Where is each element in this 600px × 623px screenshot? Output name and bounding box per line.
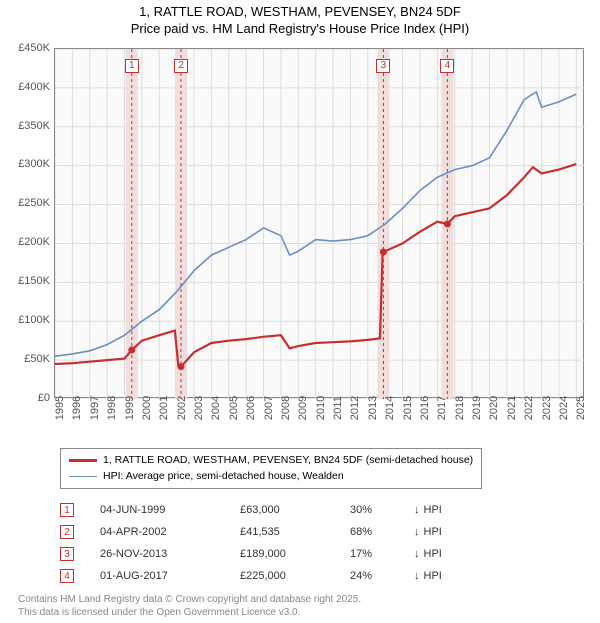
y-tick-label: £300K bbox=[18, 158, 50, 170]
legend-label: 1, RATTLE ROAD, WESTHAM, PEVENSEY, BN24 … bbox=[103, 453, 473, 469]
transactions-table: 1 04-JUN-1999£63,00030% ↓ HPI 2 04-APR-2002£4… bbox=[60, 499, 596, 587]
transaction-price: £225,000 bbox=[240, 570, 350, 582]
transaction-date: 01-AUG-2017 bbox=[100, 570, 240, 582]
x-tick-label: 2012 bbox=[349, 396, 361, 420]
transaction-date: 26-NOV-2013 bbox=[100, 548, 240, 560]
chart-marker: 1 bbox=[125, 59, 139, 73]
y-tick-label: £0 bbox=[38, 392, 50, 404]
down-arrow-icon: ↓ bbox=[414, 548, 420, 560]
transaction-ref: HPI bbox=[424, 570, 442, 582]
transaction-price: £189,000 bbox=[240, 548, 350, 560]
x-tick-label: 2009 bbox=[297, 396, 309, 420]
legend-item: 1, RATTLE ROAD, WESTHAM, PEVENSEY, BN24 … bbox=[69, 453, 473, 469]
x-tick-label: 2014 bbox=[384, 396, 396, 420]
y-tick-label: £250K bbox=[18, 197, 50, 209]
x-tick-label: 2020 bbox=[488, 396, 500, 420]
x-tick-label: 2004 bbox=[210, 396, 222, 420]
x-tick-label: 2002 bbox=[176, 396, 188, 420]
transaction-row: 2 04-APR-2002£41,53568% ↓ HPI bbox=[60, 521, 596, 543]
legend: 1, RATTLE ROAD, WESTHAM, PEVENSEY, BN24 … bbox=[60, 448, 482, 490]
x-tick-label: 2007 bbox=[263, 396, 275, 420]
transaction-marker: 2 bbox=[60, 525, 74, 539]
y-tick-label: £400K bbox=[18, 81, 50, 93]
transaction-row: 4 01-AUG-2017£225,00024% ↓ HPI bbox=[60, 565, 596, 587]
chart-marker: 3 bbox=[376, 59, 390, 73]
legend-item: HPI: Average price, semi-detached house,… bbox=[69, 469, 473, 485]
chart-title: 1, RATTLE ROAD, WESTHAM, PEVENSEY, BN24 … bbox=[4, 4, 596, 38]
transaction-marker: 1 bbox=[60, 503, 74, 517]
transaction-price: £41,535 bbox=[240, 526, 350, 538]
x-tick-label: 2003 bbox=[193, 396, 205, 420]
title-line-2: Price paid vs. HM Land Registry's House … bbox=[131, 21, 469, 36]
title-line-1: 1, RATTLE ROAD, WESTHAM, PEVENSEY, BN24 … bbox=[139, 4, 461, 19]
x-tick-label: 2001 bbox=[158, 396, 170, 420]
transaction-percent: 24% bbox=[350, 570, 410, 582]
x-tick-label: 2011 bbox=[332, 396, 344, 420]
transaction-date: 04-JUN-1999 bbox=[100, 504, 240, 516]
chart-marker: 4 bbox=[440, 59, 454, 73]
x-tick-label: 2006 bbox=[245, 396, 257, 420]
transaction-percent: 68% bbox=[350, 526, 410, 538]
x-tick-label: 2019 bbox=[471, 396, 483, 420]
footer-line-2: This data is licensed under the Open Gov… bbox=[18, 607, 300, 618]
x-tick-label: 2017 bbox=[436, 396, 448, 420]
transaction-marker: 4 bbox=[60, 569, 74, 583]
x-tick-label: 2023 bbox=[541, 396, 553, 420]
footer-line-1: Contains HM Land Registry data © Crown c… bbox=[18, 594, 361, 605]
x-tick-label: 2008 bbox=[280, 396, 292, 420]
y-tick-label: £200K bbox=[18, 236, 50, 248]
legend-label: HPI: Average price, semi-detached house,… bbox=[103, 469, 344, 485]
x-tick-label: 2005 bbox=[228, 396, 240, 420]
footer: Contains HM Land Registry data © Crown c… bbox=[18, 593, 596, 619]
x-tick-label: 2022 bbox=[523, 396, 535, 420]
chart-container: 1, RATTLE ROAD, WESTHAM, PEVENSEY, BN24 … bbox=[0, 0, 600, 623]
x-tick-label: 2021 bbox=[506, 396, 518, 420]
y-tick-label: £350K bbox=[18, 120, 50, 132]
x-axis: 1995199619971998199920002001200220032004… bbox=[54, 400, 584, 440]
x-tick-label: 2018 bbox=[454, 396, 466, 420]
x-tick-label: 2025 bbox=[575, 396, 587, 420]
down-arrow-icon: ↓ bbox=[414, 526, 420, 538]
x-tick-label: 1998 bbox=[106, 396, 118, 420]
chart-marker: 2 bbox=[174, 59, 188, 73]
x-tick-label: 2010 bbox=[315, 396, 327, 420]
y-tick-label: £450K bbox=[18, 42, 50, 54]
transaction-row: 1 04-JUN-1999£63,00030% ↓ HPI bbox=[60, 499, 596, 521]
transaction-ref: HPI bbox=[424, 504, 442, 516]
x-tick-label: 1997 bbox=[89, 396, 101, 420]
y-tick-label: £50K bbox=[24, 353, 50, 365]
x-tick-label: 2024 bbox=[558, 396, 570, 420]
plot-area: 1 2 3 4 bbox=[54, 48, 584, 398]
x-tick-label: 2013 bbox=[367, 396, 379, 420]
x-tick-label: 1995 bbox=[54, 396, 66, 420]
transaction-ref: HPI bbox=[424, 526, 442, 538]
chart-area: £0 £50K £100K £150K £200K £250K £300K £350K £400… bbox=[4, 40, 596, 440]
x-tick-label: 2016 bbox=[419, 396, 431, 420]
transaction-date: 04-APR-2002 bbox=[100, 526, 240, 538]
transaction-price: £63,000 bbox=[240, 504, 350, 516]
y-tick-label: £150K bbox=[18, 275, 50, 287]
y-axis: £0£50K£100K£150K£200K£250K£300K£350K£400… bbox=[4, 48, 52, 398]
x-tick-label: 2015 bbox=[402, 396, 414, 420]
transaction-percent: 17% bbox=[350, 548, 410, 560]
transaction-marker: 3 bbox=[60, 547, 74, 561]
x-tick-label: 1996 bbox=[71, 396, 83, 420]
x-tick-label: 2000 bbox=[141, 396, 153, 420]
transaction-row: 3 26-NOV-2013£189,00017% ↓ HPI bbox=[60, 543, 596, 565]
y-tick-label: £100K bbox=[18, 314, 50, 326]
transaction-percent: 30% bbox=[350, 504, 410, 516]
x-tick-label: 1999 bbox=[124, 396, 136, 420]
down-arrow-icon: ↓ bbox=[414, 570, 420, 582]
down-arrow-icon: ↓ bbox=[414, 504, 420, 516]
transaction-ref: HPI bbox=[424, 548, 442, 560]
